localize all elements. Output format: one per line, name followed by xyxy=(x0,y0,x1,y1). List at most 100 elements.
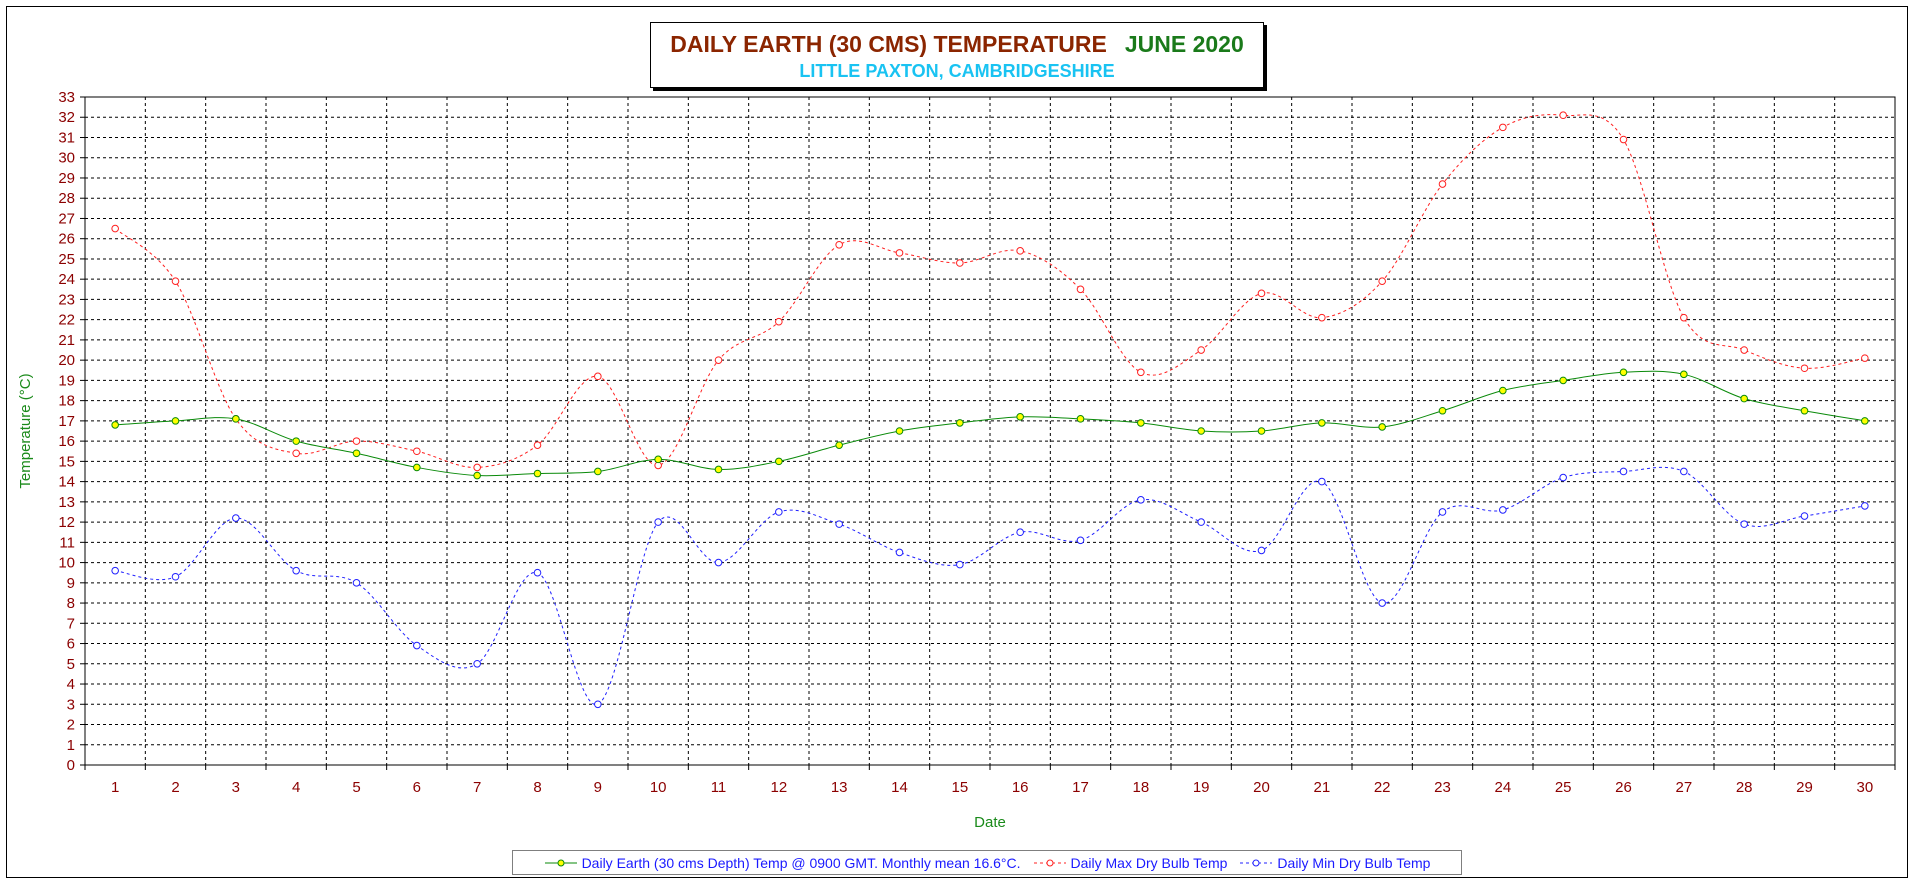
y-tick-label: 32 xyxy=(58,109,75,126)
series-1-point xyxy=(1740,346,1748,354)
series-0-point xyxy=(594,467,602,476)
series-1-point xyxy=(1016,247,1024,255)
x-tick-label: 9 xyxy=(594,779,602,796)
x-tick-label: 26 xyxy=(1615,779,1632,796)
y-tick-label: 2 xyxy=(67,717,75,734)
series-0-point xyxy=(111,421,119,429)
legend-entry-1: Daily Max Dry Bulb Temp xyxy=(1033,854,1228,871)
series-2-point xyxy=(1861,502,1869,510)
series-0-point xyxy=(171,417,180,425)
series-1-point xyxy=(1861,354,1869,362)
y-tick-label: 14 xyxy=(58,474,75,491)
y-tick-label: 27 xyxy=(58,210,75,227)
y-tick-label: 8 xyxy=(67,595,75,612)
y-tick-label: 12 xyxy=(58,514,75,531)
series-1-point xyxy=(594,372,602,381)
plot-area xyxy=(85,97,1895,765)
series-0-point xyxy=(1438,406,1447,415)
y-tick-label: 1 xyxy=(67,737,75,754)
series-0-point xyxy=(714,465,723,474)
series-2-point xyxy=(1378,599,1386,607)
series-0-point xyxy=(292,437,300,445)
series-0-point xyxy=(1740,394,1748,403)
y-tick-label: 20 xyxy=(58,352,75,369)
legend-entry-2: Daily Min Dry Bulb Temp xyxy=(1239,855,1430,871)
x-tick-label: 25 xyxy=(1555,779,1572,796)
series-1-point xyxy=(775,317,783,326)
series-0-point xyxy=(1680,370,1688,379)
x-tick-label: 11 xyxy=(711,779,727,796)
series-0-point xyxy=(413,463,421,472)
series-2-point xyxy=(714,558,723,567)
y-tick-label: 19 xyxy=(58,372,75,389)
x-tick-label: 13 xyxy=(831,779,848,796)
y-tick-label: 26 xyxy=(58,231,75,248)
series-2-point xyxy=(1197,518,1205,526)
series-1-point xyxy=(1257,289,1266,298)
chart-frame xyxy=(6,6,1908,878)
series-2-point xyxy=(413,641,421,650)
x-tick-label: 21 xyxy=(1313,779,1330,796)
x-tick-label: 8 xyxy=(533,779,541,796)
series-1-point xyxy=(1800,364,1809,373)
x-axis-title: Date xyxy=(974,814,1006,831)
x-tick-label: 23 xyxy=(1434,779,1451,796)
legend-label-1: Daily Max Dry Bulb Temp xyxy=(1070,854,1228,871)
legend: Daily Earth (30 cms Depth) Temp @ 0900 G… xyxy=(512,850,1462,875)
series-0-point xyxy=(1137,419,1145,427)
legend-swatch-0 xyxy=(544,859,577,866)
legend-label-2: Daily Min Dry Bulb Temp xyxy=(1277,854,1431,871)
chart-subtitle: LITTLE PAXTON, CAMBRIDGESHIRE xyxy=(799,61,1115,81)
series-2-point xyxy=(594,700,602,709)
x-tick-label: 24 xyxy=(1494,779,1511,796)
title-box: DAILY EARTH (30 CMS) TEMPERATURE JUNE 202… xyxy=(650,22,1264,88)
y-tick-label: 13 xyxy=(58,494,75,511)
x-tick-label: 22 xyxy=(1374,779,1391,796)
series-0-point xyxy=(1499,386,1507,395)
series-0-point xyxy=(1318,419,1326,427)
x-tick-label: 30 xyxy=(1856,779,1873,796)
series-1-point xyxy=(1499,123,1507,132)
series-0-point xyxy=(1257,427,1266,435)
y-tick-label: 31 xyxy=(58,129,75,146)
x-tick-label: 17 xyxy=(1072,779,1089,796)
y-tick-label: 33 xyxy=(58,89,75,106)
series-2-point xyxy=(1740,520,1748,528)
series-1-point xyxy=(835,240,843,249)
series-2-point xyxy=(1800,512,1809,520)
series-2-point xyxy=(1016,528,1024,537)
x-tick-label: 4 xyxy=(292,779,300,796)
x-tick-label: 6 xyxy=(413,779,421,796)
series-1-point xyxy=(352,437,361,445)
series-0-point xyxy=(1619,368,1628,377)
y-tick-label: 21 xyxy=(58,332,75,349)
series-1-point xyxy=(473,463,481,472)
series-0-point xyxy=(1378,423,1386,431)
series-2-point xyxy=(1499,506,1507,514)
x-tick-label: 1 xyxy=(111,779,119,796)
series-1-point xyxy=(714,356,723,364)
plot-border xyxy=(84,96,1896,766)
x-tick-label: 7 xyxy=(473,779,481,796)
legend-swatch-2 xyxy=(1240,859,1273,866)
series-2-point xyxy=(232,514,240,522)
series-0-point xyxy=(654,455,662,464)
y-tick-label: 11 xyxy=(59,534,75,551)
series-1-point xyxy=(956,259,964,267)
series-0-point xyxy=(895,427,904,435)
series-2-point xyxy=(835,520,843,528)
series-2-point xyxy=(171,572,180,581)
legend-entry-0: Daily Earth (30 cms Depth) Temp @ 0900 G… xyxy=(544,855,1021,871)
y-tick-label: 7 xyxy=(67,615,75,632)
y-tick-label: 6 xyxy=(67,636,75,653)
x-tick-label: 2 xyxy=(171,779,179,796)
series-1-point xyxy=(1137,368,1145,377)
series-2-point xyxy=(1257,546,1266,555)
series-2-point xyxy=(1619,467,1628,476)
series-2-point xyxy=(473,659,481,668)
y-tick-label: 0 xyxy=(67,757,75,774)
series-2-point xyxy=(352,579,361,587)
y-tick-label: 16 xyxy=(58,433,75,450)
x-tick-label: 14 xyxy=(891,779,908,796)
series-0-point xyxy=(835,441,843,449)
